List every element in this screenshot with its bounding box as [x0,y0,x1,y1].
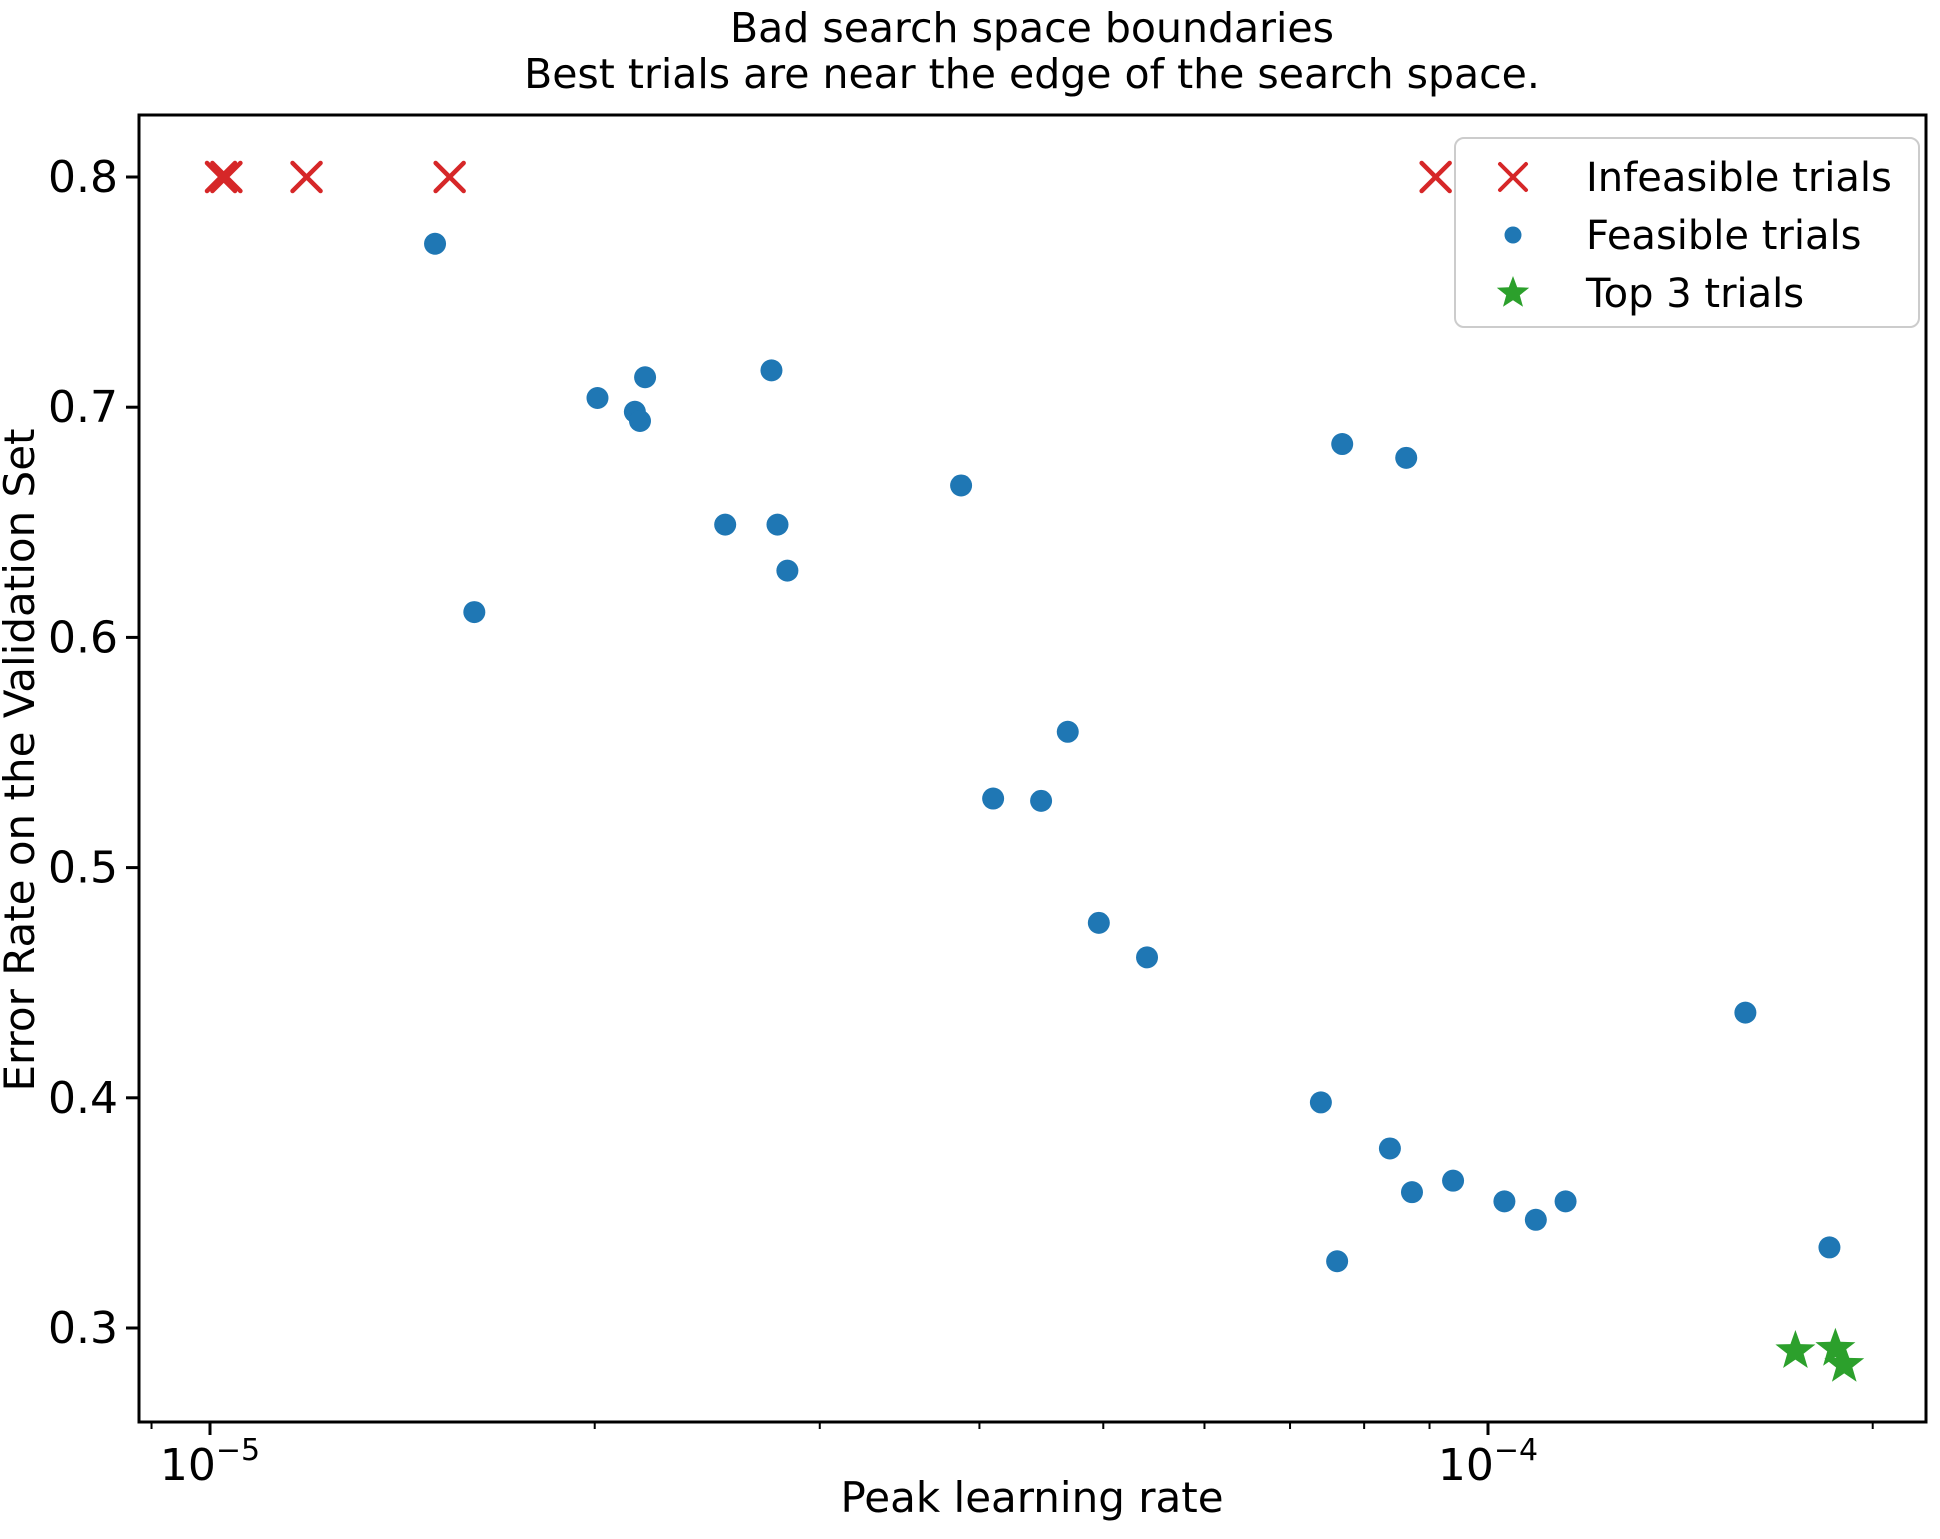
feasible-trial-point [634,366,657,389]
feasible-trial-point [628,410,651,433]
feasible-trial-point [424,232,447,255]
top3-trial-point [1815,1327,1856,1366]
feasible-trial-point [714,513,737,536]
y-tick-label: 0.8 [48,152,118,203]
feasible-trial-point [1442,1169,1465,1192]
feasible-trial-point [982,787,1005,810]
feasible-trial-point [950,474,973,497]
infeasible-trial-point [204,160,238,194]
y-tick-label: 0.7 [48,382,118,433]
legend-label-feasible: Feasible trials [1586,213,1861,259]
x-axis-ticks: 10−5 10−4 [150,1422,1874,1491]
feasible-trial-point [1400,1181,1423,1204]
legend-box [1454,137,1920,328]
scatter-points [204,160,1865,1382]
legend-top3-star-icon [1496,276,1530,307]
chart-title-line1: Bad search space boundaries [730,4,1334,52]
feasible-trial-point [760,359,783,382]
infeasible-trial-point [433,160,466,194]
x-axis-label: Peak learning rate [840,1473,1223,1522]
feasible-trial-point [1378,1137,1401,1160]
feasible-trial-point [463,601,486,624]
feasible-trial-point [1056,720,1079,743]
infeasible-trial-point [210,160,243,194]
feasible-trial-point [1818,1236,1841,1259]
x-tick-label: 10−5 [160,1433,260,1491]
feasible-trial-point [1493,1190,1516,1213]
feasible-trial-point [1734,1001,1757,1024]
y-tick-label: 0.5 [48,843,118,894]
y-tick-label: 0.4 [48,1073,118,1124]
top3-trial-point [1775,1330,1816,1368]
x-tick-label: 10−4 [1438,1433,1538,1491]
infeasible-trial-point [290,160,323,194]
feasible-trial-point [1331,433,1354,456]
legend-label-infeasible: Infeasible trials [1586,155,1892,201]
top3-trial-point [1824,1343,1865,1382]
feasible-trial-point [1030,789,1053,812]
y-tick-label: 0.3 [48,1303,118,1354]
legend-label-top3: Top 3 trials [1585,271,1804,317]
y-axis-ticks: 0.3 0.4 0.5 0.6 0.7 0.8 [48,152,139,1354]
y-axis-label: Error Rate on the Validation Set [0,428,44,1091]
y-tick-label: 0.6 [48,612,118,663]
feasible-trial-point [776,559,799,582]
plot-area [137,113,1928,1424]
feasible-trial-point [766,513,789,536]
feasible-trial-point [1554,1190,1577,1213]
feasible-trial-point [1395,446,1418,469]
legend-feasible-circle-icon [1504,226,1522,244]
legend: Infeasible trials Feasible trials Top 3 … [1454,137,1920,328]
feasible-trial-point [1326,1250,1349,1273]
feasible-trial-point [586,386,609,409]
chart-title-line2: Best trials are near the edge of the sea… [524,50,1540,98]
feasible-trial-point [1087,911,1110,934]
feasible-trial-point [1309,1091,1332,1114]
feasible-trial-point [1136,946,1159,969]
feasible-trial-point [1524,1208,1547,1231]
legend-infeasible-x-icon [1498,162,1528,192]
infeasible-trial-point [1419,160,1452,194]
